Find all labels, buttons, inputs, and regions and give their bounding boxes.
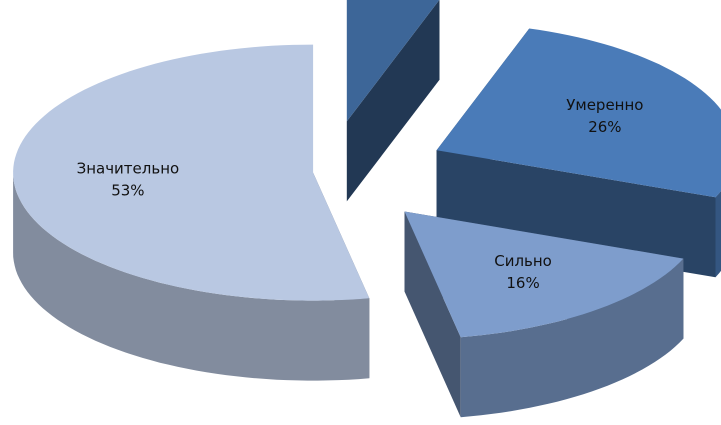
data-label-value: 53% [111, 182, 144, 200]
data-label-name: Значительно [77, 160, 180, 178]
data-label-name: Сильно [494, 252, 552, 270]
data-label-value: 26% [588, 118, 621, 136]
data-label-value: 16% [506, 274, 539, 292]
data-label-name: Умеренно [566, 96, 643, 114]
slice [347, 0, 440, 201]
slice [13, 45, 369, 381]
